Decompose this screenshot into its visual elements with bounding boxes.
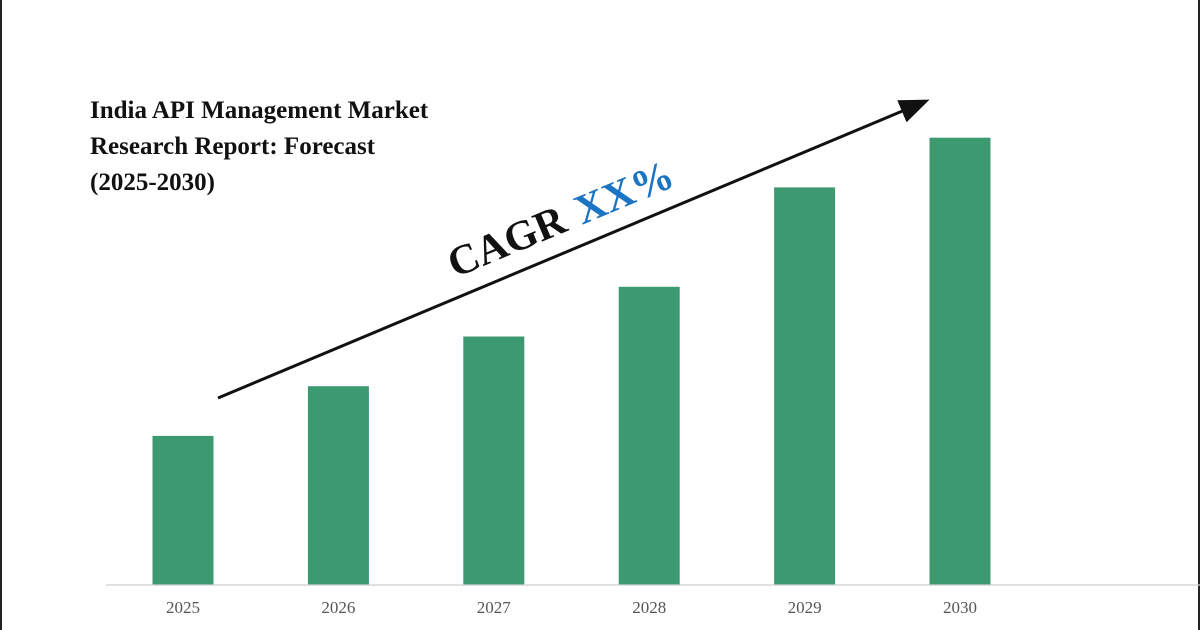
- title-line-3: (2025-2030): [90, 169, 215, 196]
- x-tick-2029: 2029: [788, 598, 822, 617]
- cagr-arrow: [217, 99, 930, 400]
- bar-2026: [307, 386, 369, 585]
- bar-2027: [463, 336, 525, 585]
- x-tick-2026: 2026: [321, 598, 355, 617]
- x-tick-2025: 2025: [166, 598, 200, 617]
- x-tick-2030: 2030: [943, 598, 977, 617]
- bar-2029: [774, 187, 836, 585]
- chart-title: India API Management Market Research Rep…: [90, 93, 510, 201]
- title-line-1: India API Management Market: [90, 97, 429, 124]
- bars-group: [152, 137, 991, 585]
- bar-2030: [929, 137, 991, 585]
- x-tick-2027: 2027: [477, 598, 512, 617]
- cagr-label: CAGR: [441, 197, 573, 287]
- x-tick-2028: 2028: [632, 598, 666, 617]
- x-tick-labels: 2025 2026 2027 2028 2029 2030: [166, 598, 977, 617]
- bar-2025: [152, 435, 214, 585]
- bar-2028: [618, 286, 680, 585]
- title-line-2: Research Report: Forecast: [90, 133, 376, 160]
- cagr-value: XX%: [568, 152, 680, 234]
